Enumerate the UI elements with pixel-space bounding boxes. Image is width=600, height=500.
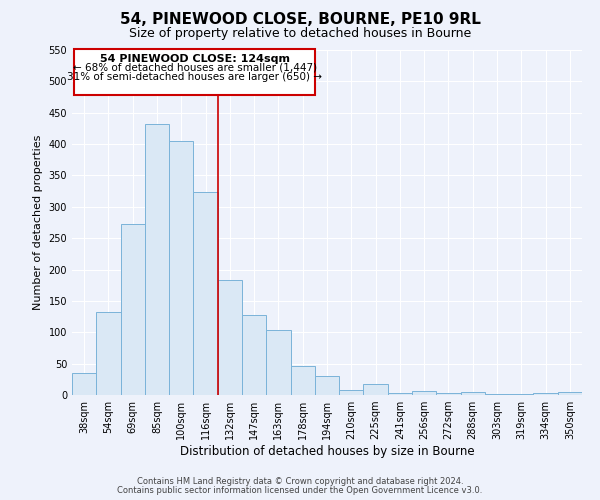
- FancyBboxPatch shape: [74, 48, 315, 95]
- Bar: [193, 192, 218, 395]
- Bar: [388, 393, 412, 395]
- Text: Size of property relative to detached houses in Bourne: Size of property relative to detached ho…: [129, 28, 471, 40]
- Bar: [218, 280, 242, 395]
- Text: ← 68% of detached houses are smaller (1,447): ← 68% of detached houses are smaller (1,…: [73, 62, 317, 72]
- Bar: [169, 141, 193, 395]
- Bar: [290, 366, 315, 395]
- Bar: [461, 392, 485, 395]
- Text: 31% of semi-detached houses are larger (650) →: 31% of semi-detached houses are larger (…: [67, 72, 322, 82]
- Text: Contains HM Land Registry data © Crown copyright and database right 2024.: Contains HM Land Registry data © Crown c…: [137, 477, 463, 486]
- Bar: [364, 384, 388, 395]
- Text: 54, PINEWOOD CLOSE, BOURNE, PE10 9RL: 54, PINEWOOD CLOSE, BOURNE, PE10 9RL: [119, 12, 481, 28]
- Y-axis label: Number of detached properties: Number of detached properties: [33, 135, 43, 310]
- Bar: [412, 390, 436, 395]
- Text: 54 PINEWOOD CLOSE: 124sqm: 54 PINEWOOD CLOSE: 124sqm: [100, 54, 290, 64]
- Bar: [533, 393, 558, 395]
- Bar: [96, 312, 121, 395]
- Bar: [558, 392, 582, 395]
- Bar: [242, 314, 266, 395]
- Bar: [72, 373, 96, 395]
- Bar: [339, 390, 364, 395]
- Bar: [145, 124, 169, 395]
- Bar: [436, 393, 461, 395]
- Text: Contains public sector information licensed under the Open Government Licence v3: Contains public sector information licen…: [118, 486, 482, 495]
- Bar: [121, 224, 145, 395]
- X-axis label: Distribution of detached houses by size in Bourne: Distribution of detached houses by size …: [179, 445, 475, 458]
- Bar: [509, 394, 533, 395]
- Bar: [315, 376, 339, 395]
- Bar: [266, 330, 290, 395]
- Bar: [485, 394, 509, 395]
